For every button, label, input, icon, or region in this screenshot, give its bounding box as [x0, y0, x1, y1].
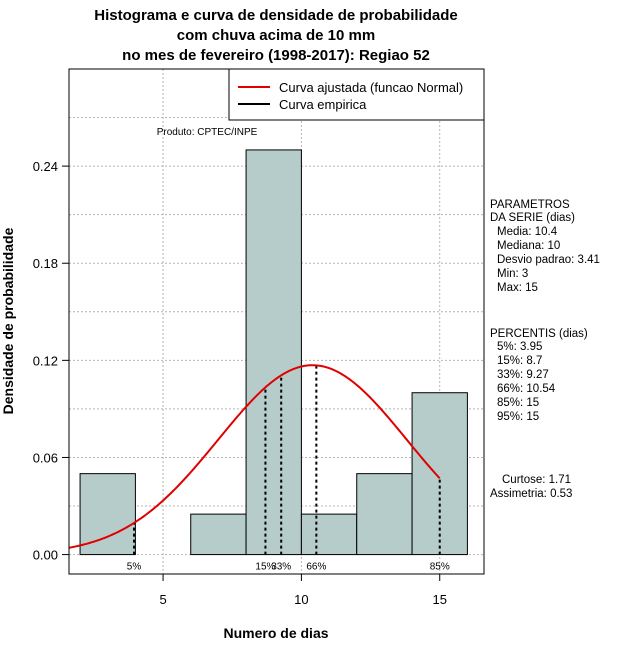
percentile-lines: 5% 15%33% 66% 85% — [127, 365, 450, 573]
y-tick-label-1: 0.06 — [33, 450, 58, 465]
histogram-bar-4 — [300, 513, 358, 556]
legend-empirical-label: Curva empirica — [279, 97, 367, 112]
product-annotation: Produto: CPTEC/INPE — [157, 127, 258, 138]
percentil-66: 66%: 10.54 — [497, 383, 556, 395]
y-tick-label-2: 0.12 — [33, 353, 58, 368]
normal-curve — [68, 364, 441, 549]
y-axis: 0.00 0.06 0.12 0.18 0.24 — [33, 159, 69, 563]
x-axis: 5 10 15 — [159, 574, 447, 607]
y-tick-label-3: 0.18 — [33, 256, 58, 271]
chart-title-line-2: com chuva acima de 10 mm — [177, 27, 375, 44]
chart-title: Histograma e curva de densidade de proba… — [94, 7, 457, 64]
legend: Curva ajustada (funcao Normal) Curva emp… — [228, 68, 485, 121]
histogram-bar-5 — [356, 473, 413, 556]
percentil-33: 33%: 9.27 — [497, 369, 549, 381]
chart-title-line-3: no mes de fevereiro (1998-2017): Regiao … — [122, 47, 430, 64]
x-tick-label-1: 10 — [294, 592, 308, 607]
curtose: Curtose: 1.71 — [502, 474, 571, 486]
percentil-95: 95%: 15 — [497, 411, 539, 423]
x-axis-label: Numero de dias — [223, 625, 328, 641]
y-axis-label: Densidade de probabilidade — [0, 227, 16, 414]
param-media: Media: 10.4 — [497, 226, 558, 238]
percentis-title: PERCENTIS (dias) — [490, 328, 588, 340]
percentile-label-3: 66% — [306, 562, 326, 573]
percentile-label-4: 85% — [430, 562, 450, 573]
param-mediana: Mediana: 10 — [497, 240, 560, 252]
percentil-85: 85%: 15 — [497, 397, 539, 409]
legend-curve-label: Curva ajustada (funcao Normal) — [279, 80, 463, 95]
x-tick-label-2: 15 — [432, 592, 446, 607]
percentil-5: 5%: 3.95 — [497, 341, 542, 353]
histogram-bar-3 — [245, 149, 302, 556]
y-tick-label-0: 0.00 — [33, 548, 58, 563]
params-title-1: PARAMETROS — [490, 199, 570, 211]
legend-box — [228, 68, 485, 121]
param-desvio: Desvio padrao: 3.41 — [497, 254, 600, 266]
param-min: Min: 3 — [497, 268, 528, 280]
params-title-2: DA SERIE (dias) — [490, 212, 575, 224]
percentile-label-1: 15% — [255, 562, 275, 573]
side-panel: PARAMETROS DA SERIE (dias) Media: 10.4 M… — [490, 199, 600, 500]
histogram-bar-0 — [79, 473, 136, 556]
percentil-15: 15%: 8.7 — [497, 355, 542, 367]
assimetria: Assimetria: 0.53 — [490, 488, 572, 500]
y-tick-label-4: 0.24 — [33, 159, 58, 174]
chart-title-line-1: Histograma e curva de densidade de proba… — [94, 7, 457, 24]
x-tick-label-0: 5 — [159, 592, 166, 607]
percentile-label-0: 5% — [127, 562, 142, 573]
histogram-bar-2 — [190, 513, 247, 556]
histogram-bars — [79, 149, 468, 556]
percentile-label-2: 33% — [271, 562, 291, 573]
param-max: Max: 15 — [497, 282, 538, 294]
